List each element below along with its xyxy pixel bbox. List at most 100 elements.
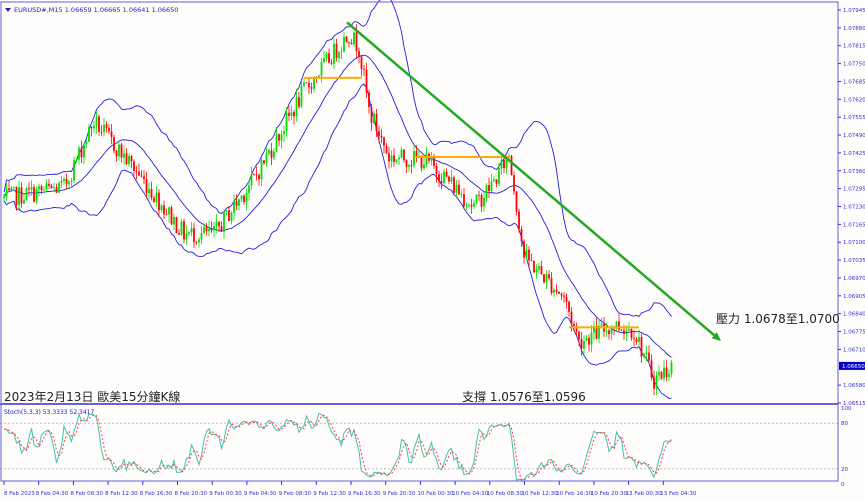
stoch-main-line	[3, 412, 672, 481]
candle	[500, 159, 503, 169]
candle	[498, 168, 500, 184]
price-tick-label: 1.07295	[843, 187, 865, 193]
candle	[568, 301, 570, 312]
candle	[608, 330, 610, 334]
time-tick-label: 9 Feb 04:30	[244, 491, 277, 497]
candle	[150, 189, 153, 198]
stoch-tick-label: 100	[841, 406, 852, 412]
candle	[583, 340, 585, 349]
price-tick-label: 1.06580	[843, 383, 865, 389]
candle	[623, 330, 625, 334]
price-tick-label: 1.07685	[843, 79, 865, 85]
candle	[290, 112, 293, 116]
bollinger-lower	[3, 83, 672, 399]
time-tick-label: 9 Feb 20:30	[383, 491, 416, 497]
candle	[448, 176, 450, 182]
candle	[180, 221, 183, 235]
candle	[268, 150, 270, 154]
candle	[270, 150, 273, 158]
candle	[8, 188, 10, 191]
candle	[288, 112, 290, 116]
candle	[40, 186, 43, 191]
stochastic-panel	[0, 412, 838, 481]
candle	[100, 131, 103, 133]
candle	[278, 134, 280, 141]
candle	[140, 175, 143, 177]
chart-title-annotation: 2023年2月13日 歐美15分鐘K線	[4, 389, 180, 404]
candle	[630, 329, 633, 339]
candle	[13, 186, 15, 188]
candle	[570, 311, 573, 324]
candle	[343, 36, 345, 52]
time-tick-label: 13 Feb 04:30	[660, 491, 697, 497]
level-lines	[304, 76, 639, 329]
price-tick-label: 1.07880	[843, 26, 865, 32]
candle	[310, 87, 313, 89]
candle	[333, 43, 335, 64]
candle	[143, 176, 145, 180]
candle	[300, 85, 303, 107]
candle	[393, 155, 395, 163]
collapse-triangle-icon[interactable]	[5, 8, 11, 12]
candle	[378, 131, 380, 136]
candle	[35, 189, 38, 202]
time-tick-label: 9 Feb 08:30	[279, 491, 312, 497]
candle	[443, 171, 445, 184]
candle	[248, 185, 250, 194]
candle	[163, 205, 165, 215]
candle	[238, 199, 240, 206]
candle	[228, 210, 230, 221]
candle	[440, 180, 443, 184]
candle	[308, 82, 310, 88]
time-tick-label: 8 Feb 20:30	[175, 491, 208, 497]
candle	[90, 127, 93, 129]
time-tick-label: 10 Feb 08:30	[487, 491, 524, 497]
candle	[453, 177, 455, 193]
candle	[95, 116, 98, 126]
current-price-marker	[839, 361, 865, 370]
candle	[640, 336, 643, 357]
candle	[325, 53, 328, 59]
candle	[355, 32, 358, 52]
candle	[585, 337, 588, 341]
candle	[465, 205, 468, 207]
candle	[155, 192, 158, 203]
candle	[28, 188, 30, 190]
candle	[123, 153, 125, 158]
candle	[648, 352, 650, 361]
candle	[458, 184, 460, 195]
candle	[110, 131, 113, 138]
candle	[128, 155, 130, 165]
candle	[538, 265, 540, 270]
candle	[130, 155, 133, 162]
candle	[240, 195, 243, 200]
candle	[170, 207, 173, 225]
candle	[15, 186, 18, 206]
time-tick-label: 10 Feb 20:30	[591, 491, 628, 497]
candle	[75, 159, 78, 161]
candle	[195, 241, 198, 243]
candle	[303, 82, 305, 86]
candle	[595, 326, 598, 339]
price-tick-label: 1.07360	[843, 169, 865, 175]
candle	[358, 51, 360, 57]
candle	[605, 330, 608, 332]
candle	[318, 75, 320, 78]
candle	[548, 274, 550, 279]
candle	[133, 161, 135, 171]
candle	[600, 323, 603, 326]
candle	[558, 291, 560, 294]
candle	[390, 155, 393, 162]
trendline[interactable]	[346, 21, 719, 340]
time-tick-label: 8 Feb 04:30	[36, 491, 69, 497]
candle	[398, 157, 400, 160]
candle	[480, 195, 483, 207]
candle	[218, 221, 220, 227]
price-tick-label: 1.07620	[843, 97, 865, 103]
candle	[173, 217, 175, 225]
candle	[298, 97, 300, 107]
candle	[328, 53, 330, 63]
candle	[523, 241, 525, 258]
